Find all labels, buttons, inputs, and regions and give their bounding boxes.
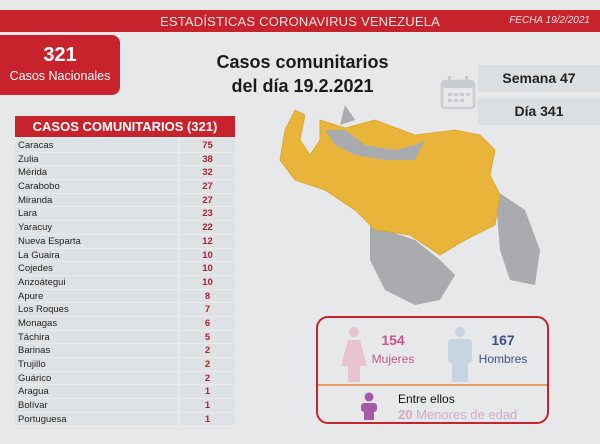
state-cases: 27: [180, 193, 235, 208]
state-name: Apure: [15, 289, 178, 304]
table-header: CASOS COMUNITARIOS (321): [15, 116, 235, 137]
table-row: Anzoátegui 10: [15, 275, 235, 290]
state-name: Los Roques: [15, 303, 178, 317]
state-cases: 38: [180, 152, 235, 167]
state-cases: 1: [180, 385, 235, 400]
table-row: Monagas 6: [15, 316, 235, 331]
table-row: Trujillo 2: [15, 358, 235, 372]
day-box: Día 341: [478, 98, 600, 125]
state-cases: 2: [180, 344, 235, 358]
national-label: Casos Nacionales: [9, 69, 111, 83]
venezuela-map: [279, 105, 540, 305]
table-row: Guárico 2: [15, 371, 235, 386]
week-box: Semana 47: [478, 65, 600, 92]
table-row: Zulia 38: [15, 152, 235, 167]
child-icon: [361, 392, 377, 420]
state-cases: 1: [180, 412, 235, 427]
state-name: Aragua: [15, 385, 178, 400]
national-count: 321: [43, 44, 77, 66]
state-name: Zulia: [15, 152, 178, 167]
gender-summary-box: 154 Mujeres 167 Hombres Entre ellos 20 M…: [316, 316, 549, 424]
state-name: Miranda: [15, 193, 178, 208]
header-title: ESTADÍSTICAS CORONAVIRUS VENEZUELA: [159, 14, 441, 29]
header-date: FECHA 19/2/2021: [509, 15, 590, 26]
map-guayana: [495, 190, 540, 285]
state-name: Portuguesa: [15, 412, 178, 427]
minors-count: 20: [398, 407, 413, 422]
women-count: 154: [381, 332, 405, 348]
table-row: Apure 8: [15, 289, 235, 304]
state-name: Táchira: [15, 330, 178, 345]
table-row: Barinas 2: [15, 344, 235, 358]
state-name: Guárico: [15, 371, 178, 386]
state-name: Yaracuy: [15, 221, 178, 235]
map-affected-states: [279, 109, 501, 256]
divider: [318, 384, 547, 386]
title-line2: del día 19.2.2021: [231, 76, 374, 96]
table-row: Yaracuy 22: [15, 221, 235, 235]
title-line1: Casos comunitarios: [216, 52, 389, 72]
state-cases: 2: [180, 358, 235, 372]
minors-label: Menores de edad: [416, 407, 518, 422]
cases-table: Caracas 75 Zulia 38 Mérida 32 Carabobo 27 Mirand…: [15, 139, 235, 427]
table-row: Los Roques 7: [15, 303, 235, 317]
state-cases: 75: [180, 139, 235, 153]
table-row: Miranda 27: [15, 193, 235, 208]
male-icon: [448, 327, 472, 382]
state-cases: 23: [180, 207, 235, 222]
state-name: Cojedes: [15, 262, 178, 276]
map-island: [340, 105, 355, 125]
state-name: Trujillo: [15, 358, 178, 372]
table-row: La Guaira 10: [15, 248, 235, 263]
state-cases: 5: [180, 330, 235, 345]
state-name: Nueva Esparta: [15, 234, 178, 249]
header-bar: ESTADÍSTICAS CORONAVIRUS VENEZUELA FECHA…: [0, 10, 600, 32]
table-row: Nueva Esparta 12: [15, 234, 235, 249]
state-cases: 22: [180, 221, 235, 235]
national-cases-card: 321 Casos Nacionales: [0, 35, 120, 95]
table-row: Portuguesa 1: [15, 412, 235, 427]
calendar-icon: [440, 76, 476, 110]
table-row: Bolívar 1: [15, 399, 235, 413]
map-bolivar-south: [370, 225, 455, 305]
state-cases: 32: [180, 166, 235, 181]
table-row: Aragua 1: [15, 385, 235, 400]
state-name: Monagas: [15, 316, 178, 331]
state-name: Caracas: [15, 139, 178, 153]
state-cases: 27: [180, 180, 235, 194]
state-cases: 12: [180, 234, 235, 249]
state-cases: 10: [180, 275, 235, 290]
state-name: Mérida: [15, 166, 178, 181]
map-unaffected-states: [325, 130, 425, 160]
men-count: 167: [491, 332, 515, 348]
table-row: Táchira 5: [15, 330, 235, 345]
minors-line: 20 Menores de edad: [398, 407, 517, 422]
state-cases: 2: [180, 371, 235, 386]
state-name: Anzoátegui: [15, 275, 178, 290]
state-cases: 10: [180, 248, 235, 263]
state-cases: 6: [180, 316, 235, 331]
minors-intro: Entre ellos: [398, 392, 455, 406]
table-row: Cojedes 10: [15, 262, 235, 276]
men-label: Hombres: [478, 352, 528, 366]
women-label: Mujeres: [371, 352, 415, 366]
table-row: Lara 23: [15, 207, 235, 222]
state-cases: 1: [180, 399, 235, 413]
page-title: Casos comunitarios del día 19.2.2021: [195, 50, 410, 98]
state-name: Bolívar: [15, 399, 178, 413]
state-name: La Guaira: [15, 248, 178, 263]
state-cases: 10: [180, 262, 235, 276]
state-name: Lara: [15, 207, 178, 222]
state-cases: 8: [180, 289, 235, 304]
table-row: Carabobo 27: [15, 180, 235, 194]
female-icon: [341, 327, 367, 382]
state-cases: 7: [180, 303, 235, 317]
table-row: Caracas 75: [15, 139, 235, 153]
state-name: Barinas: [15, 344, 178, 358]
table-row: Mérida 32: [15, 166, 235, 181]
state-name: Carabobo: [15, 180, 178, 194]
